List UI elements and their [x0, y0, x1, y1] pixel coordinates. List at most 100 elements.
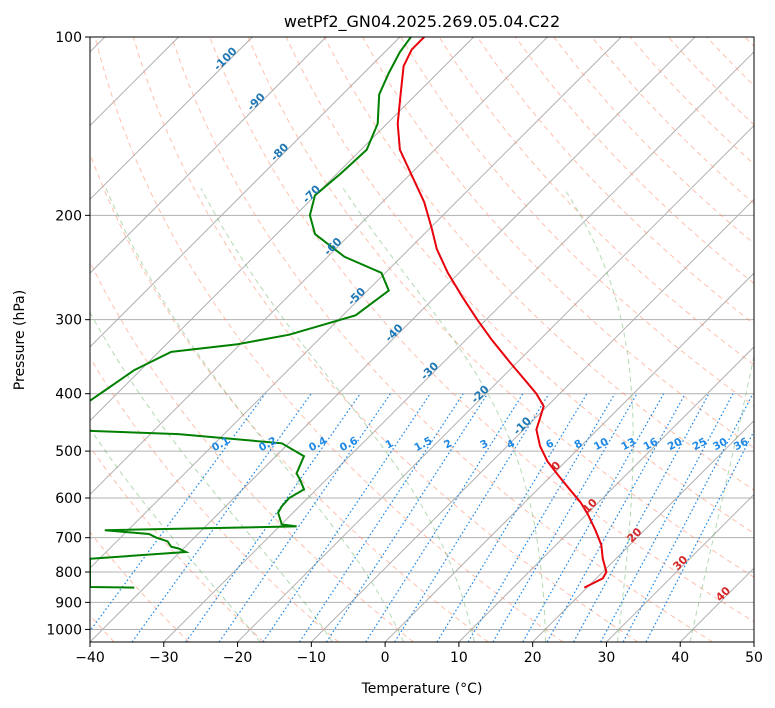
dry-adiabat	[438, 37, 754, 366]
isotherm-line	[753, 641, 754, 642]
background-lines	[90, 37, 754, 642]
x-tick-label: 50	[745, 650, 763, 666]
dry-adiabat	[400, 37, 754, 407]
mixing-ratio-line	[90, 393, 266, 632]
isotherm-line	[679, 567, 754, 642]
moist-adiabat	[105, 188, 404, 642]
isotherm-label: 30	[670, 553, 690, 573]
isotherm-label: -70	[300, 182, 323, 205]
dry-adiabat	[629, 37, 754, 165]
y-tick-label: 700	[55, 531, 82, 547]
isotherm-label: -100	[211, 44, 240, 73]
mixing-ratio-line	[645, 429, 754, 642]
dry-adiabat	[171, 37, 713, 642]
isotherm-line	[90, 37, 253, 201]
isotherm-line	[90, 37, 548, 496]
dry-adiabat	[90, 531, 190, 642]
mixing-ratio-line	[546, 393, 686, 642]
x-tick-label: −20	[223, 650, 253, 666]
isotherm-label: -90	[245, 90, 268, 113]
y-axis-label: Pressure (hPa)	[12, 290, 28, 390]
y-tick-label: 100	[55, 30, 82, 46]
dry-adiabat	[209, 37, 754, 623]
isotherm-line	[310, 198, 754, 642]
y-tick-label: 800	[55, 565, 82, 581]
x-tick-label: 10	[450, 650, 468, 666]
moist-adiabat	[689, 353, 754, 642]
x-tick-label: −10	[297, 650, 327, 666]
x-axis-label: Temperature (°C)	[361, 681, 483, 697]
dry-adiabat	[90, 152, 489, 642]
mixing-ratio-label: 2	[442, 437, 454, 451]
x-tick-label: 0	[381, 650, 390, 666]
isotherm-line	[532, 419, 754, 642]
isotherm-label: -10	[511, 414, 534, 437]
moist-adiabat	[90, 311, 333, 642]
dry-adiabat	[476, 37, 754, 325]
moist-adiabat	[200, 187, 475, 642]
isotherm-line	[90, 37, 401, 348]
mixing-ratio-line	[262, 393, 431, 642]
isotherm-label: 40	[713, 584, 733, 604]
mixing-ratio-label: 13	[619, 436, 638, 453]
isotherm-line	[384, 272, 754, 642]
isotherm-line	[237, 124, 754, 642]
mixing-ratio-label: 1	[383, 437, 395, 451]
mixing-ratio-label: 10	[592, 436, 611, 453]
mixing-ratio-label: 30	[711, 436, 730, 453]
x-tick-label: −30	[149, 650, 179, 666]
dewpoint-line	[90, 37, 412, 589]
x-tick-label: 30	[598, 650, 616, 666]
y-tick-label: 400	[55, 387, 82, 403]
moist-adiabat	[563, 187, 634, 642]
isotherm-label: -20	[469, 383, 492, 406]
x-tick-label: 20	[524, 650, 542, 666]
isotherm-line	[606, 493, 754, 642]
x-axis: −40 −30 −20 −10 0 10 20 30 40 50	[75, 642, 763, 666]
isotherm-label: -30	[418, 359, 441, 382]
mixing-ratio-line	[185, 393, 361, 642]
mixing-ratio-label: 3	[478, 437, 490, 451]
plot-frame	[89, 36, 755, 643]
moist-adiabat	[342, 187, 547, 642]
y-tick-label: 600	[55, 491, 82, 507]
dry-adiabat	[553, 37, 754, 245]
temperature-line	[396, 37, 608, 589]
data-series	[90, 37, 608, 589]
dry-adiabat	[90, 260, 414, 642]
dry-adiabat	[247, 37, 754, 578]
y-tick-label: 200	[55, 208, 82, 224]
mixing-ratio-line	[365, 393, 524, 642]
mixing-ratio-label: 6	[544, 437, 556, 451]
y-tick-label: 500	[55, 444, 82, 460]
isotherm-line	[90, 37, 475, 422]
mixing-ratio-line	[622, 393, 754, 642]
x-tick-label: −40	[75, 650, 105, 666]
dry-adiabat	[90, 356, 339, 642]
isotherm-line	[163, 51, 754, 642]
mixing-ratio-label: 36	[732, 436, 751, 453]
mixing-ratio-line	[325, 393, 489, 642]
y-tick-label: 1000	[46, 622, 82, 638]
isotherm-line	[90, 37, 696, 642]
mixing-ratio-line	[573, 393, 710, 642]
mixing-ratio-label: 25	[691, 436, 710, 453]
dry-adiabat	[90, 446, 265, 642]
mixing-ratio-label: 16	[642, 436, 661, 453]
mixing-ratio-line	[299, 393, 464, 642]
mixing-ratio-line	[394, 393, 550, 642]
mixing-ratio-line	[436, 393, 588, 642]
isotherm-label: -50	[345, 285, 368, 308]
chart-title: wetPf2_GN04.2025.269.05.04.C22	[284, 12, 560, 32]
dry-adiabat	[591, 37, 754, 205]
moist-adiabat	[90, 427, 261, 642]
y-tick-label: 300	[55, 313, 82, 329]
dry-adiabat	[132, 37, 639, 642]
isotherm-label: 10	[580, 496, 600, 516]
isotherm-line	[458, 346, 754, 642]
dry-adiabat	[362, 37, 754, 449]
isotherm-line	[90, 37, 622, 569]
mixing-ratio-line	[131, 393, 312, 642]
dry-adiabat	[706, 37, 754, 87]
